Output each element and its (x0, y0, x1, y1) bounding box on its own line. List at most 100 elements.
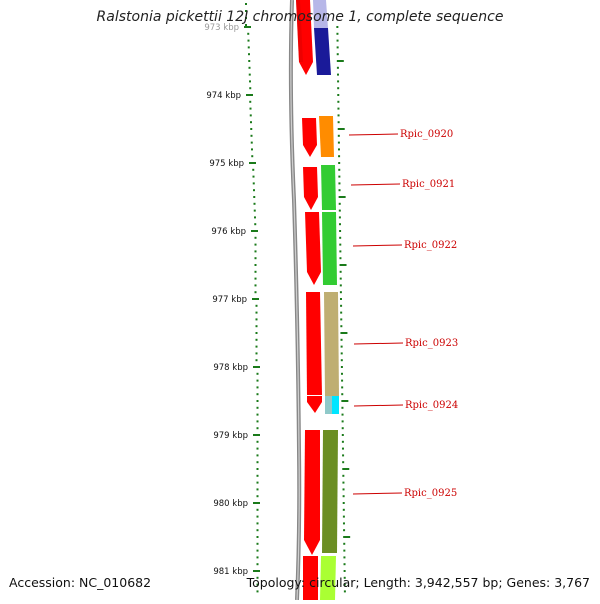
kbp-label: 973 kbp (204, 23, 239, 33)
cds-arrow-top (296, 0, 313, 75)
outer-minor-tick (340, 318, 343, 321)
minor-tick (256, 379, 259, 382)
minor-tick (250, 134, 253, 137)
minor-tick (254, 243, 257, 246)
outer-minor-tick (343, 576, 346, 579)
outer-minor-tick (339, 291, 342, 294)
outer-minor-tick (337, 141, 340, 144)
minor-tick (256, 590, 259, 593)
gene-label-rpic-0920[interactable]: Rpic_0920 (400, 129, 453, 140)
minor-tick (256, 440, 259, 443)
outer-minor-tick (342, 474, 345, 477)
minor-tick (251, 148, 253, 151)
minor-tick (254, 291, 257, 294)
minor-tick (255, 338, 258, 341)
minor-tick (245, 3, 247, 5)
gene-block-rpic-0924-shade (325, 396, 332, 414)
outer-minor-tick (341, 420, 344, 423)
outer-minor-tick (337, 87, 340, 90)
minor-tick (252, 175, 255, 178)
minor-tick (248, 53, 250, 56)
gene-label-rpic-0922[interactable]: Rpic_0922 (404, 240, 457, 251)
accession-text: Accession: NC_010682 (9, 575, 152, 590)
gene-label-rpic-0921[interactable]: Rpic_0921 (402, 179, 455, 190)
minor-tick (254, 264, 257, 266)
kbp-label: 979 kbp (213, 431, 248, 441)
minor-tick (253, 202, 256, 205)
cds-arrow (303, 556, 318, 600)
minor-tick (256, 536, 259, 538)
minor-tick (250, 121, 252, 124)
minor-tick (255, 345, 258, 348)
cds-arrow-top-shadow (296, 0, 303, 62)
outer-minor-tick (336, 73, 339, 76)
minor-tick (256, 400, 259, 402)
minor-tick (250, 141, 253, 144)
gene-label-rpic-0925[interactable]: Rpic_0925 (404, 488, 457, 499)
outer-major-tick (336, 60, 344, 62)
minor-tick (253, 189, 255, 192)
minor-tick (247, 46, 250, 49)
minor-tick (256, 556, 259, 559)
gene-block-rpic-0923 (324, 292, 339, 396)
outer-minor-tick (337, 121, 340, 124)
outer-minor-tick (337, 148, 340, 151)
outer-minor-tick (342, 488, 345, 491)
outer-minor-tick (343, 542, 346, 545)
outer-minor-tick (338, 216, 341, 219)
minor-tick (256, 563, 259, 566)
outer-minor-tick (341, 393, 344, 396)
chromosome-backbone-highlight (290, 0, 300, 601)
minor-tick (256, 447, 259, 450)
outer-minor-tick (336, 32, 339, 35)
outer-minor-tick (337, 94, 340, 96)
outer-minor-tick (340, 304, 343, 307)
minor-tick (245, 10, 247, 12)
gene-label-leader (348, 133, 399, 136)
chromosome-backbone (288, 0, 302, 601)
outer-minor-tick (339, 270, 342, 273)
minor-tick (256, 576, 259, 579)
minor-tick (255, 318, 258, 321)
gene-label-rpic-0924[interactable]: Rpic_0924 (405, 400, 458, 411)
kbp-label: 981 kbp (213, 567, 248, 577)
minor-tick (247, 32, 250, 35)
outer-minor-tick (341, 427, 344, 430)
topology-text: Topology: circular; Length: 3,942,557 bp… (246, 575, 590, 590)
outer-minor-tick (342, 508, 345, 511)
cds-arrow (304, 430, 320, 555)
minor-tick (245, 24, 247, 26)
minor-tick (252, 182, 255, 185)
minor-tick (255, 311, 258, 314)
gene-label-rpic-0923[interactable]: Rpic_0923 (405, 338, 458, 349)
outer-minor-tick (343, 549, 346, 552)
minor-tick (248, 60, 251, 62)
minor-tick (249, 107, 252, 110)
minor-tick (249, 80, 251, 83)
minor-tick (255, 359, 258, 362)
outer-minor-tick (339, 257, 342, 260)
outer-minor-tick (341, 434, 344, 436)
minor-tick (254, 257, 257, 260)
gene-label-leader (352, 492, 403, 495)
minor-tick (256, 474, 259, 477)
minor-tick (256, 386, 259, 389)
outer-minor-tick (337, 107, 340, 110)
outer-minor-tick (341, 386, 344, 389)
minor-tick (247, 39, 250, 42)
outer-minor-tick (341, 447, 344, 450)
outer-major-tick (343, 536, 351, 538)
outer-major-tick (342, 468, 350, 470)
outer-major-tick (338, 196, 346, 198)
outer-minor-tick (343, 583, 346, 586)
minor-tick (253, 196, 256, 198)
outer-minor-tick (340, 372, 343, 375)
outer-minor-tick (340, 311, 343, 314)
minor-tick (256, 393, 259, 396)
outer-minor-tick (343, 563, 346, 566)
outer-minor-tick (339, 298, 342, 300)
minor-tick (256, 420, 259, 423)
outer-minor-tick (342, 454, 345, 457)
minor-tick (256, 461, 259, 464)
